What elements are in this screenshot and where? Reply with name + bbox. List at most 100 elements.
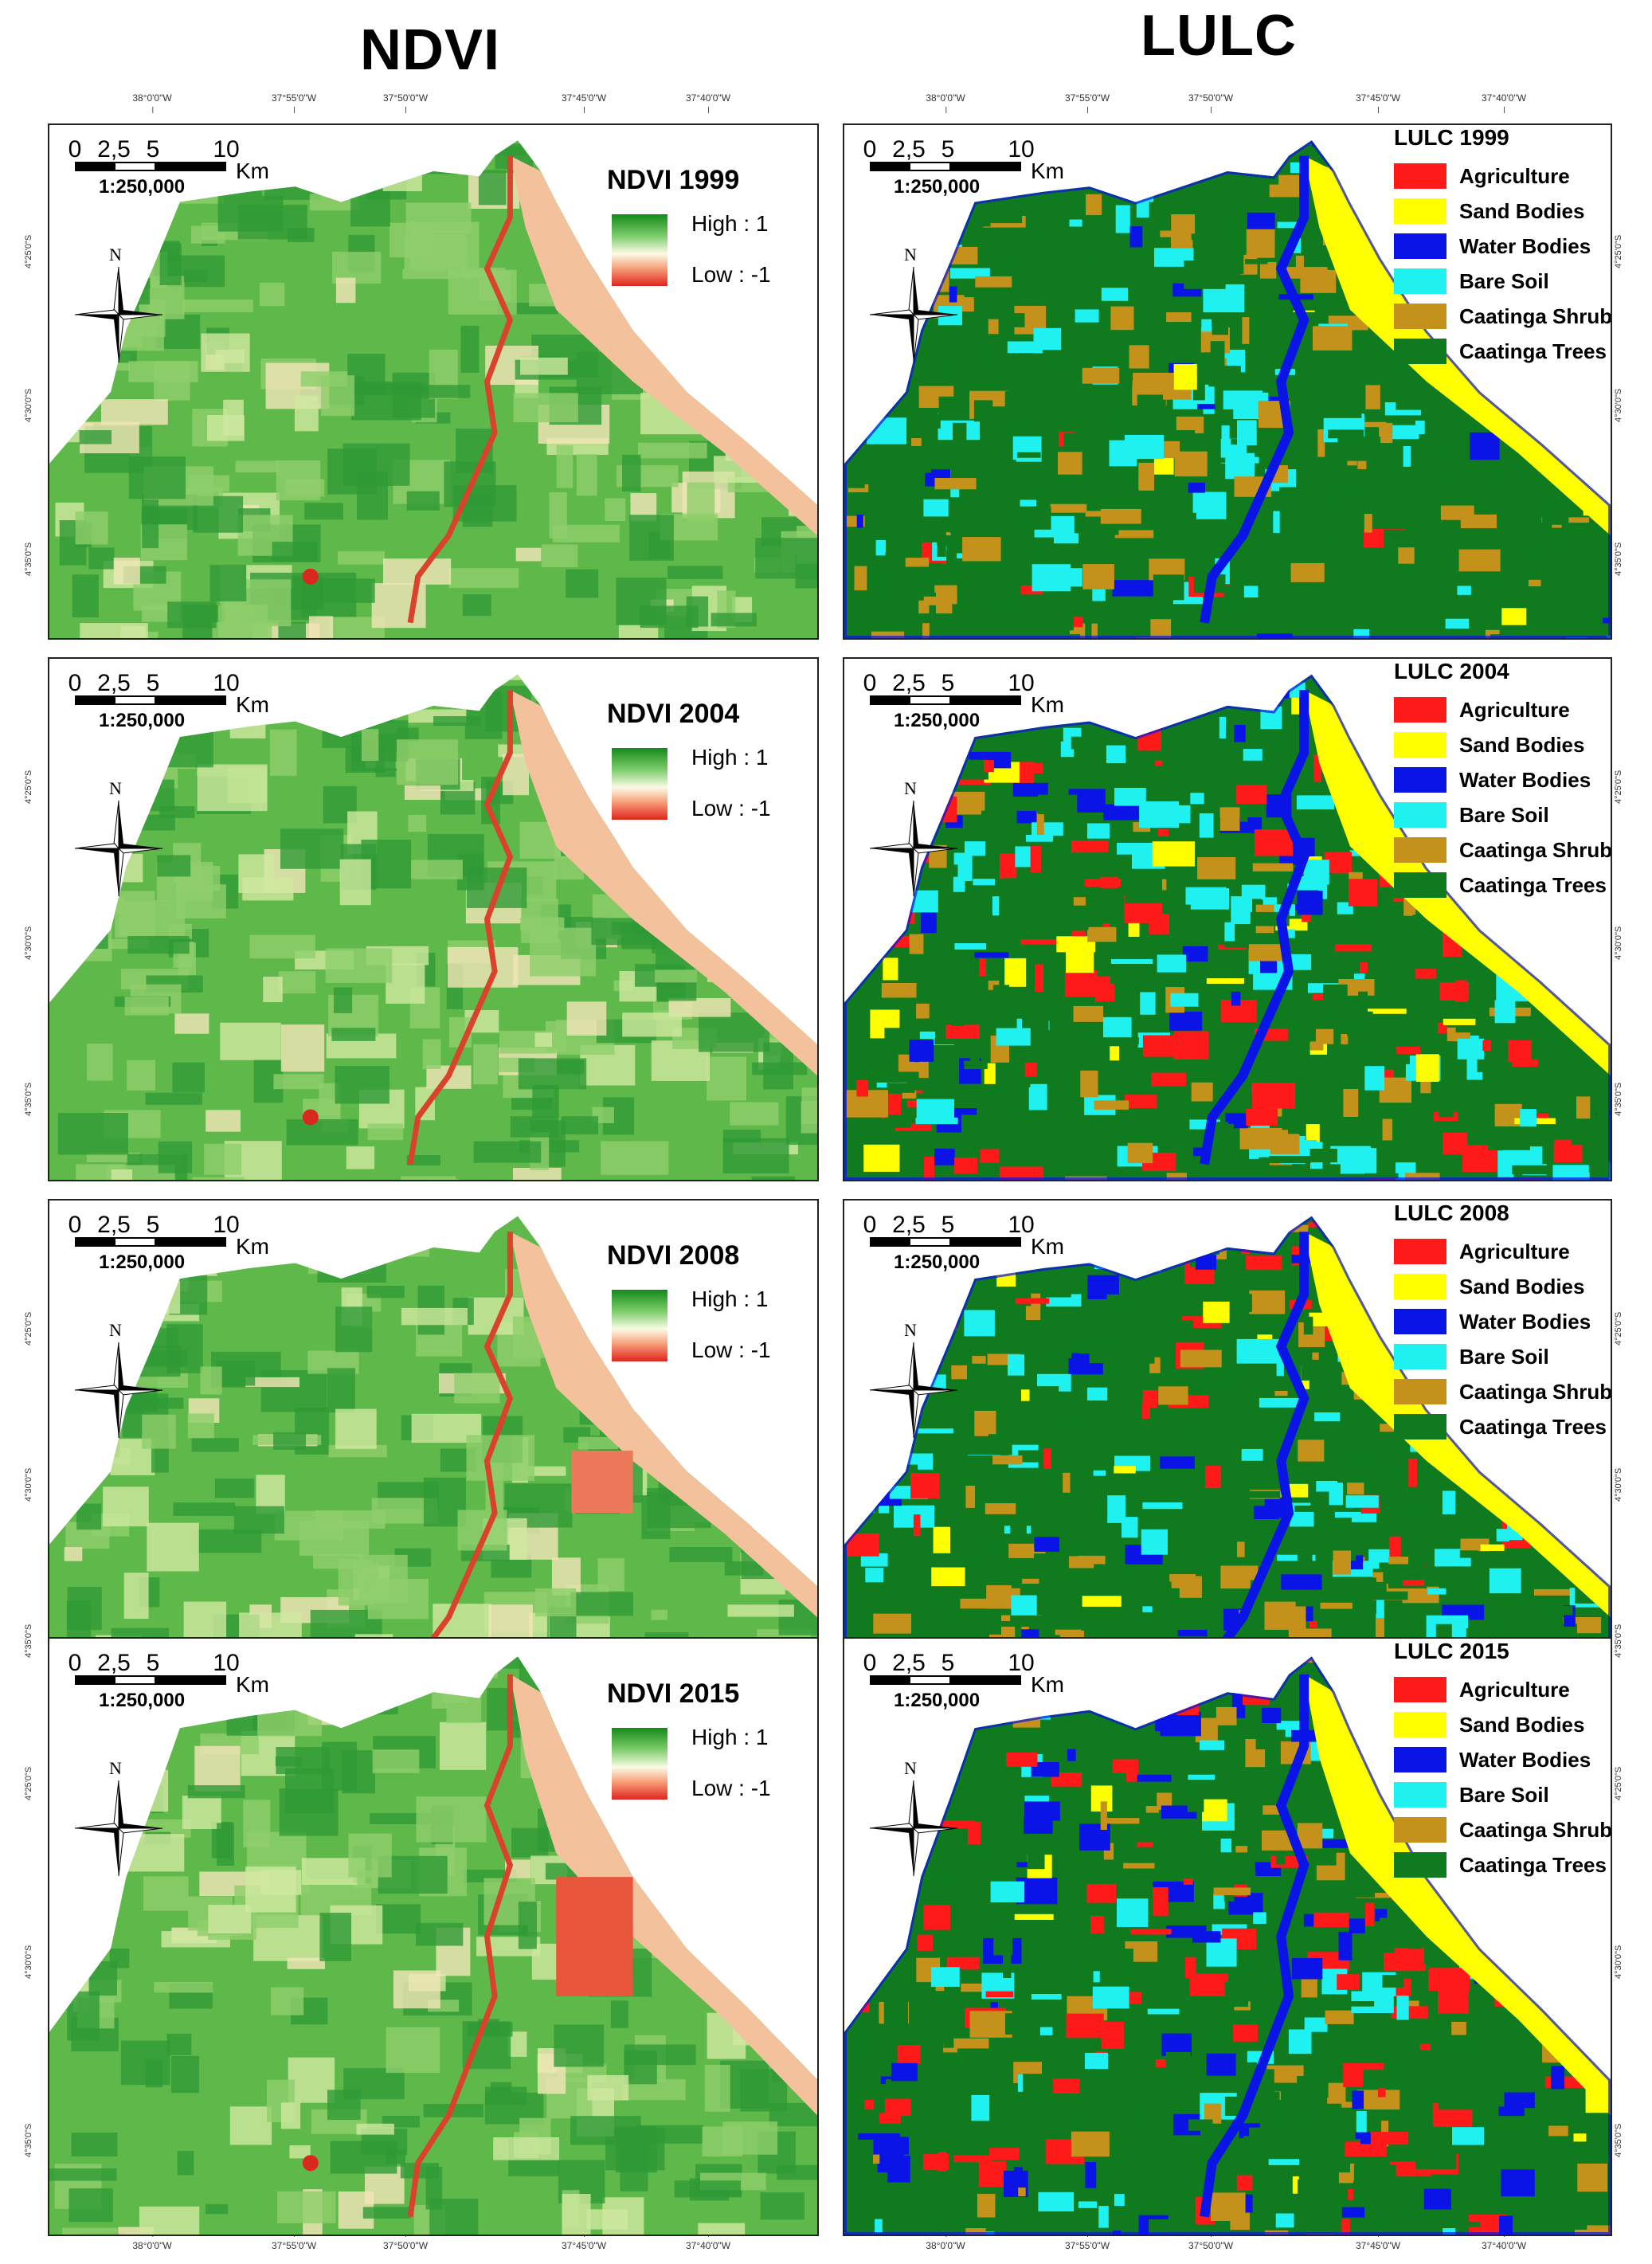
scale-graphic xyxy=(870,1675,1021,1685)
scale-unit: Km xyxy=(1031,692,1064,718)
latitude-tick: 4°30'0"S xyxy=(24,1468,33,1502)
longitude-tick: 37°45'0"W xyxy=(1356,92,1400,104)
legend-label: Caatinga Shrub xyxy=(1459,1818,1612,1843)
scale-unit: Km xyxy=(236,692,269,718)
scale-unit: Km xyxy=(1031,1672,1064,1698)
scale-tick-label: 5 xyxy=(941,1650,955,1677)
latitude-tick: 4°25'0"S xyxy=(1614,1767,1623,1800)
legend-label: Water Bodies xyxy=(1459,768,1591,793)
north-arrow-icon: N xyxy=(75,1320,162,1439)
longitude-tick: 37°40'0"W xyxy=(1482,2240,1526,2251)
legend-label: Caatinga Trees xyxy=(1459,1415,1607,1439)
legend-item: Water Bodies xyxy=(1394,229,1612,264)
longitude-tick: 37°55'0"W xyxy=(1065,2240,1110,2251)
scale-tick-label: 2,5 xyxy=(892,136,926,163)
legend-item: Caatinga Trees xyxy=(1394,334,1612,369)
longitude-tick: 37°50'0"W xyxy=(1188,92,1233,104)
scale-graphic xyxy=(870,695,1021,705)
legend-swatch xyxy=(1394,697,1446,723)
legend-item: Sand Bodies xyxy=(1394,1269,1612,1304)
legend-swatch xyxy=(1394,872,1446,898)
scale-tick-label: 2,5 xyxy=(97,136,131,163)
legend-label: Caatinga Shrub xyxy=(1459,304,1612,329)
longitude-tick: 38°0'0"W xyxy=(926,2240,965,2251)
legend-swatch xyxy=(1394,268,1446,294)
north-arrow-icon: N xyxy=(870,1320,957,1439)
ndvi-column-title: NDVI xyxy=(271,18,589,83)
legend-item: Caatinga Shrub xyxy=(1394,299,1612,334)
legend-label: Water Bodies xyxy=(1459,1310,1591,1334)
scale-unit: Km xyxy=(236,1672,269,1698)
legend-label: Caatinga Shrub xyxy=(1459,1380,1612,1404)
scale-tick-label: 0 xyxy=(69,1212,82,1239)
scale-ratio: 1:250,000 xyxy=(894,176,980,198)
north-arrow-icon: N xyxy=(75,245,162,364)
latitude-tick: 4°30'0"S xyxy=(24,1945,33,1979)
scale-tick-label: 2,5 xyxy=(892,670,926,697)
north-label: N xyxy=(904,1758,917,1779)
legend-swatch xyxy=(1394,1274,1446,1299)
legend-swatch xyxy=(1394,163,1446,189)
latitude-tick: 4°30'0"S xyxy=(1614,1468,1623,1502)
legend-swatch xyxy=(1394,1852,1446,1878)
latitude-tick: 4°25'0"S xyxy=(1614,770,1623,804)
legend-label: Sand Bodies xyxy=(1459,199,1584,224)
scale-graphic xyxy=(75,695,226,705)
legend-swatch xyxy=(1394,837,1446,863)
ndvi-map-raster xyxy=(49,659,817,1180)
legend-label: Bare Soil xyxy=(1459,269,1549,294)
north-arrow-icon: N xyxy=(870,1758,957,1878)
scale-ratio: 1:250,000 xyxy=(99,1690,185,1712)
latitude-tick: 4°25'0"S xyxy=(24,235,33,268)
legend-item: Sand Bodies xyxy=(1394,194,1612,229)
legend-item: Caatinga Trees xyxy=(1394,1847,1612,1882)
scale-graphic xyxy=(870,1237,1021,1247)
legend-swatch xyxy=(1394,1379,1446,1404)
north-label: N xyxy=(109,1320,122,1341)
legend-item: Caatinga Shrub xyxy=(1394,832,1612,868)
longitude-tick: 37°55'0"W xyxy=(272,92,316,104)
scale-tick-label: 5 xyxy=(147,1650,160,1677)
lulc-map-title: LULC 2008 xyxy=(1394,1201,1612,1226)
ndvi-top-longitude-ticks: 38°0'0"W 37°55'0"W 37°50'0"W 37°45'0"W 3… xyxy=(48,92,812,116)
legend-label: Bare Soil xyxy=(1459,803,1549,828)
legend-label: Water Bodies xyxy=(1459,1748,1591,1772)
legend-item: Sand Bodies xyxy=(1394,1707,1612,1742)
legend-swatch xyxy=(1394,1414,1446,1439)
legend-item: Water Bodies xyxy=(1394,1304,1612,1339)
latitude-tick: 4°35'0"S xyxy=(1614,542,1623,576)
legend-swatch xyxy=(1394,767,1446,793)
legend-label: Caatinga Trees xyxy=(1459,1853,1607,1878)
scale-tick-label: 5 xyxy=(941,1212,955,1239)
ndvi-map-title: NDVI 2015 xyxy=(607,1678,739,1710)
lulc-bottom-longitude-ticks: 38°0'0"W 37°55'0"W 37°50'0"W 37°45'0"W 3… xyxy=(843,2240,1607,2264)
north-label: N xyxy=(109,1758,122,1779)
scale-tick-label: 2,5 xyxy=(892,1650,926,1677)
north-arrow-icon: N xyxy=(870,778,957,898)
ndvi-legend-high: High : 1 xyxy=(691,745,769,770)
ndvi-legend-low: Low : -1 xyxy=(691,1338,771,1363)
scale-graphic xyxy=(870,162,1021,171)
longitude-tick: 37°45'0"W xyxy=(562,2240,606,2251)
longitude-tick: 38°0'0"W xyxy=(926,92,965,104)
longitude-tick: 37°55'0"W xyxy=(272,2240,316,2251)
ndvi-legend-low: Low : -1 xyxy=(691,1776,771,1801)
legend-item: Caatinga Trees xyxy=(1394,868,1612,903)
legend-item: Caatinga Shrub xyxy=(1394,1812,1612,1847)
legend-swatch xyxy=(1394,198,1446,224)
scale-graphic xyxy=(75,1675,226,1685)
